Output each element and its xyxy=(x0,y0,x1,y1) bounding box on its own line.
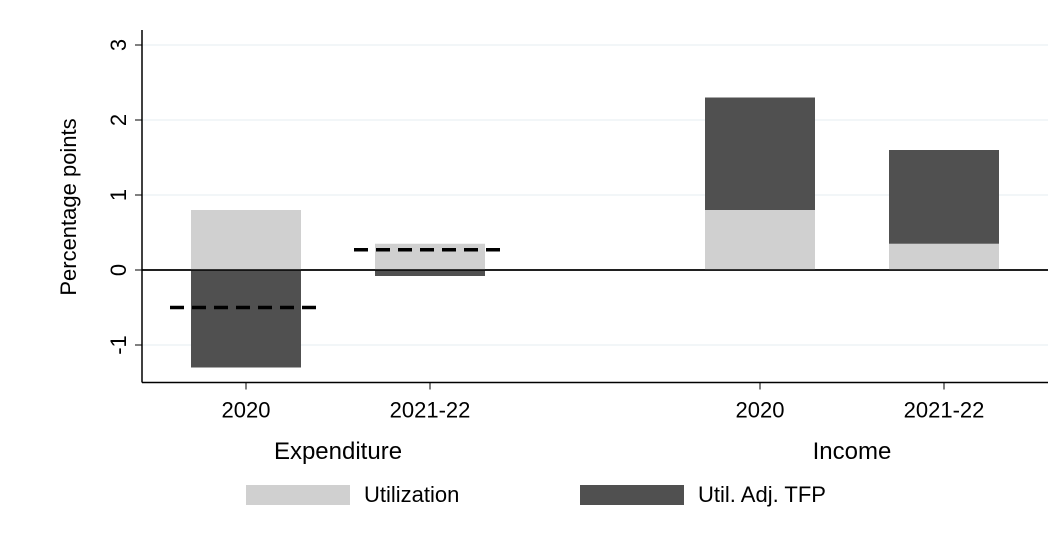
legend-label: Utilization xyxy=(364,482,459,507)
bar-segment xyxy=(889,150,999,244)
y-tick-label: -1 xyxy=(106,335,131,355)
bar-segment xyxy=(375,270,485,276)
x-tick-label: 2020 xyxy=(736,397,785,422)
legend-label: Util. Adj. TFP xyxy=(698,482,826,507)
x-tick-label: 2020 xyxy=(222,397,271,422)
bar-segment xyxy=(191,270,301,368)
bar-segment xyxy=(889,243,999,270)
bar-segment xyxy=(705,97,815,210)
group-label: Expenditure xyxy=(274,438,402,465)
legend-swatch xyxy=(246,485,350,505)
x-tick-label: 2021-22 xyxy=(904,397,985,422)
y-tick-label: 2 xyxy=(106,114,131,126)
y-tick-label: 3 xyxy=(106,39,131,51)
y-axis-label: Percentage points xyxy=(56,118,81,295)
y-tick-label: 0 xyxy=(106,264,131,276)
x-tick-label: 2021-22 xyxy=(390,397,471,422)
bar-segment xyxy=(705,210,815,270)
bar-segment xyxy=(375,243,485,270)
y-tick-label: 1 xyxy=(106,189,131,201)
bar-segment xyxy=(191,210,301,270)
legend-swatch xyxy=(580,485,684,505)
group-label: Income xyxy=(813,438,892,465)
